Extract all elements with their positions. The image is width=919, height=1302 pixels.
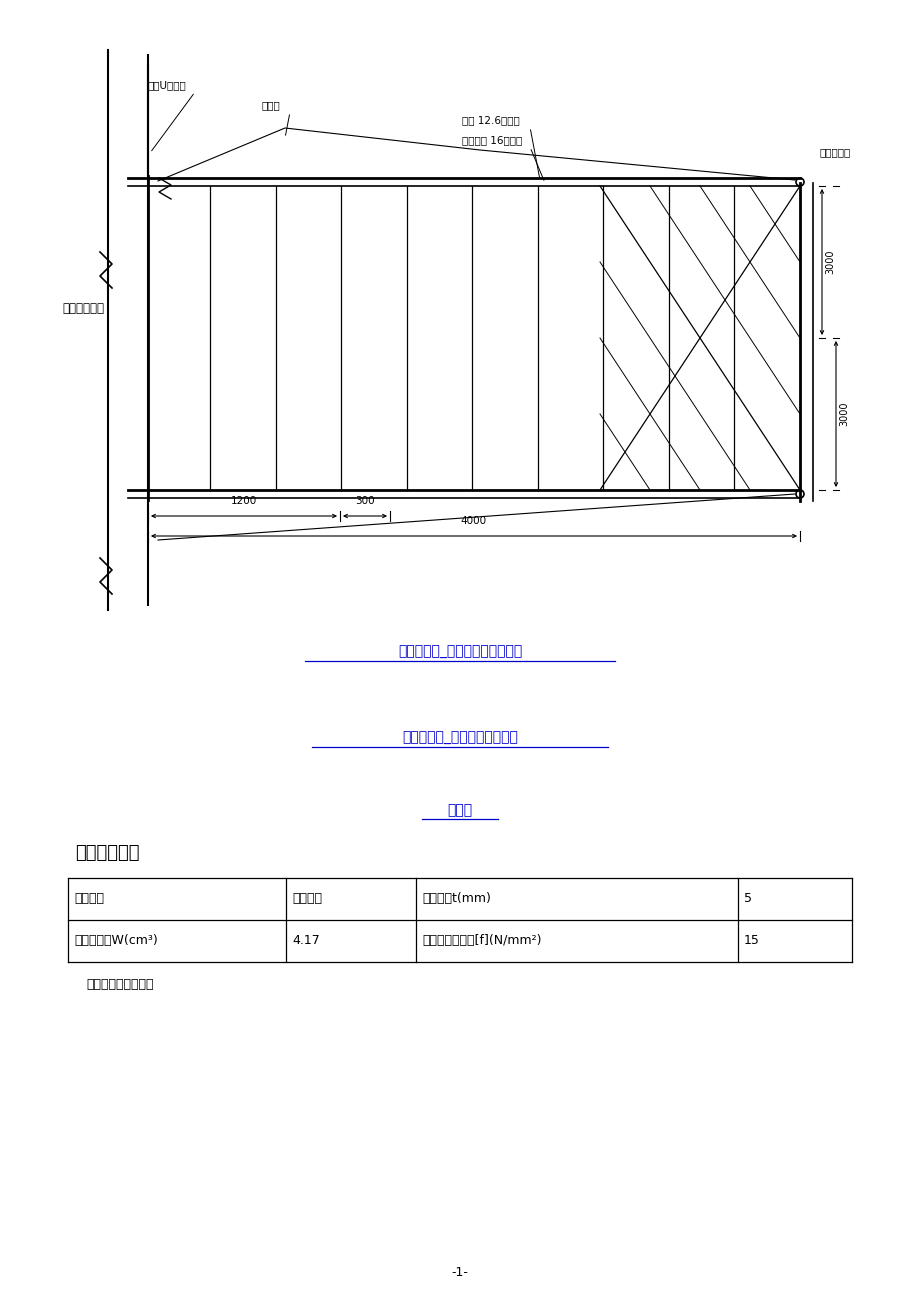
- Text: 悬挑主梁 16号槽钢: 悬挑主梁 16号槽钢: [461, 135, 522, 145]
- Text: 模板厚度t(mm): 模板厚度t(mm): [422, 892, 491, 905]
- Text: 次梁 12.6号槽钢: 次梁 12.6号槽钢: [461, 115, 519, 125]
- Text: 型钢悬挑式_卸料平台侧立面图: 型钢悬挑式_卸料平台侧立面图: [402, 730, 517, 745]
- Text: 铺满脚手板: 铺满脚手板: [819, 147, 850, 158]
- Text: -1-: -1-: [451, 1266, 468, 1279]
- Text: 钢丝绳: 钢丝绳: [262, 100, 280, 109]
- Text: 截面抵抗矩W(cm³): 截面抵抗矩W(cm³): [74, 935, 157, 948]
- Text: 主体结构楼面: 主体结构楼面: [62, 302, 104, 315]
- Text: 3000: 3000: [824, 250, 834, 275]
- Text: 1200: 1200: [231, 496, 256, 506]
- Text: 四、面板验算: 四、面板验算: [75, 844, 140, 862]
- Text: 3000: 3000: [838, 402, 848, 426]
- Text: 15: 15: [743, 935, 759, 948]
- Text: 面板受力简图如下：: 面板受力简图如下：: [85, 978, 153, 991]
- Text: 5: 5: [743, 892, 751, 905]
- Text: 型钢悬挑式_卸料平台平面布置图: 型钢悬挑式_卸料平台平面布置图: [397, 644, 522, 659]
- Text: 300: 300: [355, 496, 374, 506]
- Text: 模板类型: 模板类型: [74, 892, 104, 905]
- Text: 木脚手板: 木脚手板: [291, 892, 322, 905]
- Text: 预埋U形钢筋: 预埋U形钢筋: [148, 79, 187, 90]
- Text: 4.17: 4.17: [291, 935, 320, 948]
- Text: 4000: 4000: [460, 516, 486, 526]
- Text: 抗弯强度设计值[f](N/mm²): 抗弯强度设计值[f](N/mm²): [422, 935, 541, 948]
- Text: 节点一: 节点一: [447, 803, 472, 816]
